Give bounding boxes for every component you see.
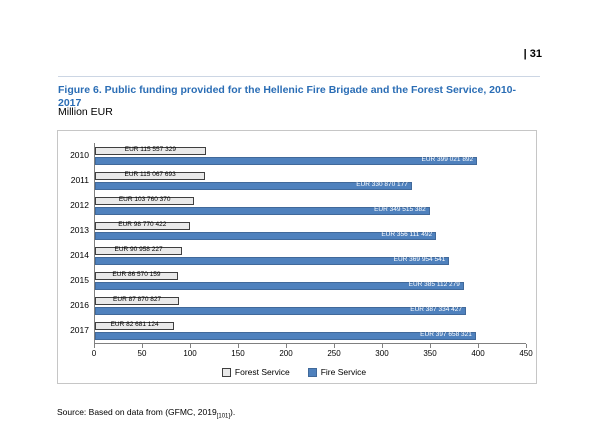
source-text: Source: Based on data from (GFMC, 2019 xyxy=(57,407,217,417)
legend-item-fire-service: Fire Service xyxy=(307,367,367,377)
bar-value-label: EUR 115 557 329 xyxy=(124,146,176,154)
bar-value-label: EUR 387 334 427 xyxy=(410,306,462,314)
bar-value-label: EUR 397 658 321 xyxy=(420,331,472,339)
fire-service-bar: EUR 385 112 279 xyxy=(95,281,464,290)
x-tick-label: 250 xyxy=(327,349,341,358)
bar-value-label: EUR 103 760 370 xyxy=(118,196,171,204)
forest-service-bar: EUR 115 067 693 xyxy=(95,171,206,180)
x-tick-mark xyxy=(478,344,479,348)
source-note: Source: Based on data from (GFMC, 2019[1… xyxy=(57,407,235,420)
chart-rows: EUR 115 557 329 EUR 399 021 892 EUR 115 06… xyxy=(94,143,526,344)
bar-value-label: EUR 330 870 177 xyxy=(356,181,408,189)
year-label: 2011 xyxy=(70,175,89,185)
bar-value-label: EUR 98 770 422 xyxy=(118,221,167,229)
figure-unit-label: Million EUR xyxy=(58,106,113,118)
fire-service-bar: EUR 330 870 177 xyxy=(95,181,412,190)
bar-row: EUR 103 760 370 EUR 349 515 382 xyxy=(95,193,526,218)
bar-value-label: EUR 82 681 124 xyxy=(110,321,159,329)
year-label: 2016 xyxy=(70,300,89,310)
forest-service-bar: EUR 82 681 124 xyxy=(95,321,175,330)
bar-row: EUR 98 770 422 EUR 356 111 492 xyxy=(95,218,526,243)
x-tick-mark xyxy=(526,344,527,348)
x-tick-label: 350 xyxy=(423,349,437,358)
x-tick-mark xyxy=(142,344,143,348)
plot-inner: EUR 115 557 329 EUR 399 021 892 EUR 115 06… xyxy=(91,143,533,360)
y-axis-labels: 2010 2011 2012 2013 2014 2015 2016 2017 xyxy=(62,143,94,360)
year-label: 2017 xyxy=(70,325,89,335)
bar-value-label: EUR 86 570 159 xyxy=(112,271,161,279)
bar-row: EUR 115 067 693 EUR 330 870 177 xyxy=(95,168,526,193)
fire-service-bar: EUR 369 954 541 xyxy=(95,256,450,265)
legend-label-forest-service: Forest Service xyxy=(234,367,290,377)
fire-service-bar: EUR 399 021 892 xyxy=(95,156,478,165)
x-tick-mark xyxy=(94,344,95,348)
year-label: 2010 xyxy=(70,150,89,160)
bar-value-label: EUR 385 112 279 xyxy=(408,281,460,289)
x-tick-mark xyxy=(237,344,239,348)
bar-row: EUR 82 681 124 EUR 397 658 321 xyxy=(95,318,526,343)
fire-service-bar: EUR 387 334 427 xyxy=(95,306,466,315)
figure-divider xyxy=(58,76,540,77)
bar-value-label: EUR 87 870 827 xyxy=(113,296,162,304)
legend-item-forest-service: Forest Service xyxy=(221,367,290,377)
fire-service-swatch-icon xyxy=(307,367,317,377)
x-tick-label: 100 xyxy=(183,349,197,358)
figure-title: Figure 6. Public funding provided for th… xyxy=(58,84,517,110)
fire-service-bar: EUR 356 111 492 xyxy=(95,231,437,240)
source-citation-ref: [101] xyxy=(216,413,231,420)
forest-service-bar: EUR 90 958 227 xyxy=(95,246,183,255)
forest-service-bar: EUR 103 760 370 xyxy=(95,196,195,205)
forest-service-swatch-icon xyxy=(221,367,231,377)
x-tick-mark xyxy=(190,344,191,348)
forest-service-bar: EUR 87 870 827 xyxy=(95,296,180,305)
x-tick-label: 150 xyxy=(231,349,245,358)
chart-legend: Forest Service Fire Service xyxy=(62,367,526,377)
x-tick-mark xyxy=(381,344,383,348)
bar-value-label: EUR 349 515 382 xyxy=(374,206,426,214)
year-label: 2015 xyxy=(70,275,89,285)
x-tick-label: 200 xyxy=(279,349,293,358)
page-number: | 31 xyxy=(523,48,542,60)
x-tick-label: 0 xyxy=(91,349,97,358)
bar-value-label: EUR 399 021 892 xyxy=(421,156,474,164)
x-axis-labels: 0 50 100 150 200 250 300 350 400 450 xyxy=(91,349,533,360)
legend-label-fire-service: Fire Service xyxy=(320,367,367,377)
forest-service-bar: EUR 86 570 159 xyxy=(95,271,178,280)
plot-area: 2010 2011 2012 2013 2014 2015 2016 2017 EUR 115… xyxy=(62,143,533,360)
bar-row: EUR 90 958 227 EUR 369 954 541 xyxy=(95,243,526,268)
x-tick-mark xyxy=(286,344,287,348)
x-tick-label: 450 xyxy=(519,349,533,358)
x-tick-mark xyxy=(334,344,335,348)
fire-service-bar: EUR 397 658 321 xyxy=(95,331,476,340)
x-tick-label: 300 xyxy=(375,349,389,358)
year-label: 2013 xyxy=(70,225,89,235)
bar-row: EUR 86 570 159 EUR 385 112 279 xyxy=(95,268,526,293)
bar-value-label: EUR 369 954 541 xyxy=(393,256,446,264)
bar-value-label: EUR 115 067 693 xyxy=(124,171,176,179)
year-label: 2014 xyxy=(70,250,89,260)
year-label: 2012 xyxy=(70,200,89,210)
bar-chart: 2010 2011 2012 2013 2014 2015 2016 2017 EUR 115… xyxy=(57,130,537,384)
x-axis-ticks xyxy=(94,344,527,348)
x-tick-mark xyxy=(430,344,431,348)
x-tick-label: 400 xyxy=(471,349,485,358)
bar-value-label: EUR 356 111 492 xyxy=(381,231,433,239)
bar-row: EUR 115 557 329 EUR 399 021 892 xyxy=(95,143,526,168)
fire-service-bar: EUR 349 515 382 xyxy=(95,206,430,215)
forest-service-bar: EUR 98 770 422 xyxy=(95,221,190,230)
x-tick-label: 50 xyxy=(137,349,147,358)
bar-row: EUR 87 870 827 EUR 387 334 427 xyxy=(95,293,526,318)
bar-value-label: EUR 90 958 227 xyxy=(114,246,163,254)
forest-service-bar: EUR 115 557 329 xyxy=(95,146,206,155)
source-text-suffix: ). xyxy=(230,407,236,417)
